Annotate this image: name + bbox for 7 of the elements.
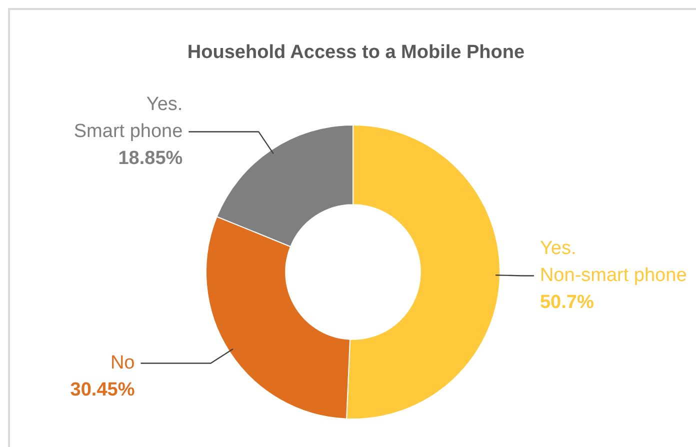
slice-label: No	[110, 352, 135, 374]
chart-title: Household Access to a Mobile Phone	[186, 42, 526, 64]
data-label: 30.45%	[70, 379, 135, 400]
slice-label: Yes. Non-smart phone	[540, 238, 687, 286]
data-label: 50.7%	[540, 292, 594, 313]
data-label: 18.85%	[118, 148, 183, 170]
slice-label: Yes. Smart phone	[74, 94, 183, 142]
